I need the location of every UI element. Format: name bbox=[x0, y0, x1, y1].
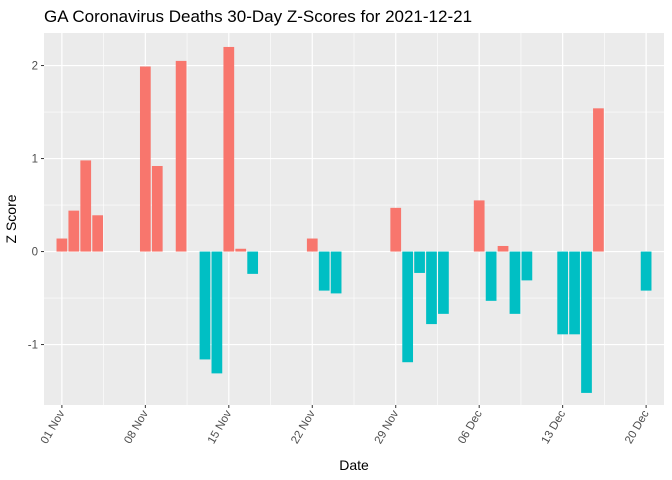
bars bbox=[56, 46, 652, 393]
bar bbox=[390, 207, 402, 252]
bar bbox=[557, 251, 569, 335]
bar bbox=[223, 46, 235, 252]
bar bbox=[56, 238, 68, 252]
y-tick-label: 1 bbox=[32, 154, 38, 166]
bar bbox=[593, 108, 604, 252]
bar bbox=[473, 200, 485, 252]
x-tick-label: 22 Nov bbox=[289, 408, 318, 446]
bar bbox=[151, 165, 163, 252]
bar bbox=[521, 251, 533, 281]
y-axis-title: Z Score bbox=[3, 194, 19, 243]
x-tick-label: 29 Nov bbox=[373, 408, 402, 446]
x-axis-title: Date bbox=[339, 457, 369, 473]
bar bbox=[175, 60, 187, 252]
bar bbox=[497, 245, 509, 252]
bar bbox=[509, 251, 521, 314]
bar bbox=[402, 251, 414, 363]
bar bbox=[92, 215, 104, 252]
chart-title: GA Coronavirus Deaths 30-Day Z-Scores fo… bbox=[44, 7, 472, 26]
x-tick-label: 08 Nov bbox=[122, 408, 151, 446]
bar bbox=[581, 251, 592, 393]
bar bbox=[306, 238, 318, 252]
x-tick-label: 06 Dec bbox=[456, 408, 485, 446]
bar bbox=[211, 251, 223, 374]
bar bbox=[139, 66, 151, 252]
bar bbox=[80, 160, 92, 252]
y-axis: -1 0 1 2 bbox=[28, 61, 44, 352]
bar bbox=[68, 210, 80, 252]
y-tick-label: 2 bbox=[32, 61, 38, 73]
bar bbox=[318, 251, 330, 291]
x-tick-label: 15 Nov bbox=[206, 408, 235, 446]
bar bbox=[247, 251, 259, 274]
bar bbox=[569, 251, 580, 335]
x-tick-label: 13 Dec bbox=[540, 408, 569, 446]
bar bbox=[330, 251, 342, 294]
bar bbox=[485, 251, 497, 301]
x-axis: 01 Nov 08 Nov 15 Nov 22 Nov 29 Nov 06 Dec 13 D… bbox=[39, 405, 652, 446]
bar bbox=[414, 251, 425, 273]
bar bbox=[640, 251, 652, 291]
x-tick-label: 01 Nov bbox=[39, 408, 68, 446]
y-tick-label: -1 bbox=[28, 340, 38, 352]
bar bbox=[426, 251, 437, 325]
y-tick-label: 0 bbox=[32, 247, 38, 259]
x-tick-label: 20 Dec bbox=[623, 408, 652, 446]
bar bbox=[199, 251, 211, 360]
bar bbox=[235, 248, 247, 252]
bar bbox=[438, 251, 449, 314]
